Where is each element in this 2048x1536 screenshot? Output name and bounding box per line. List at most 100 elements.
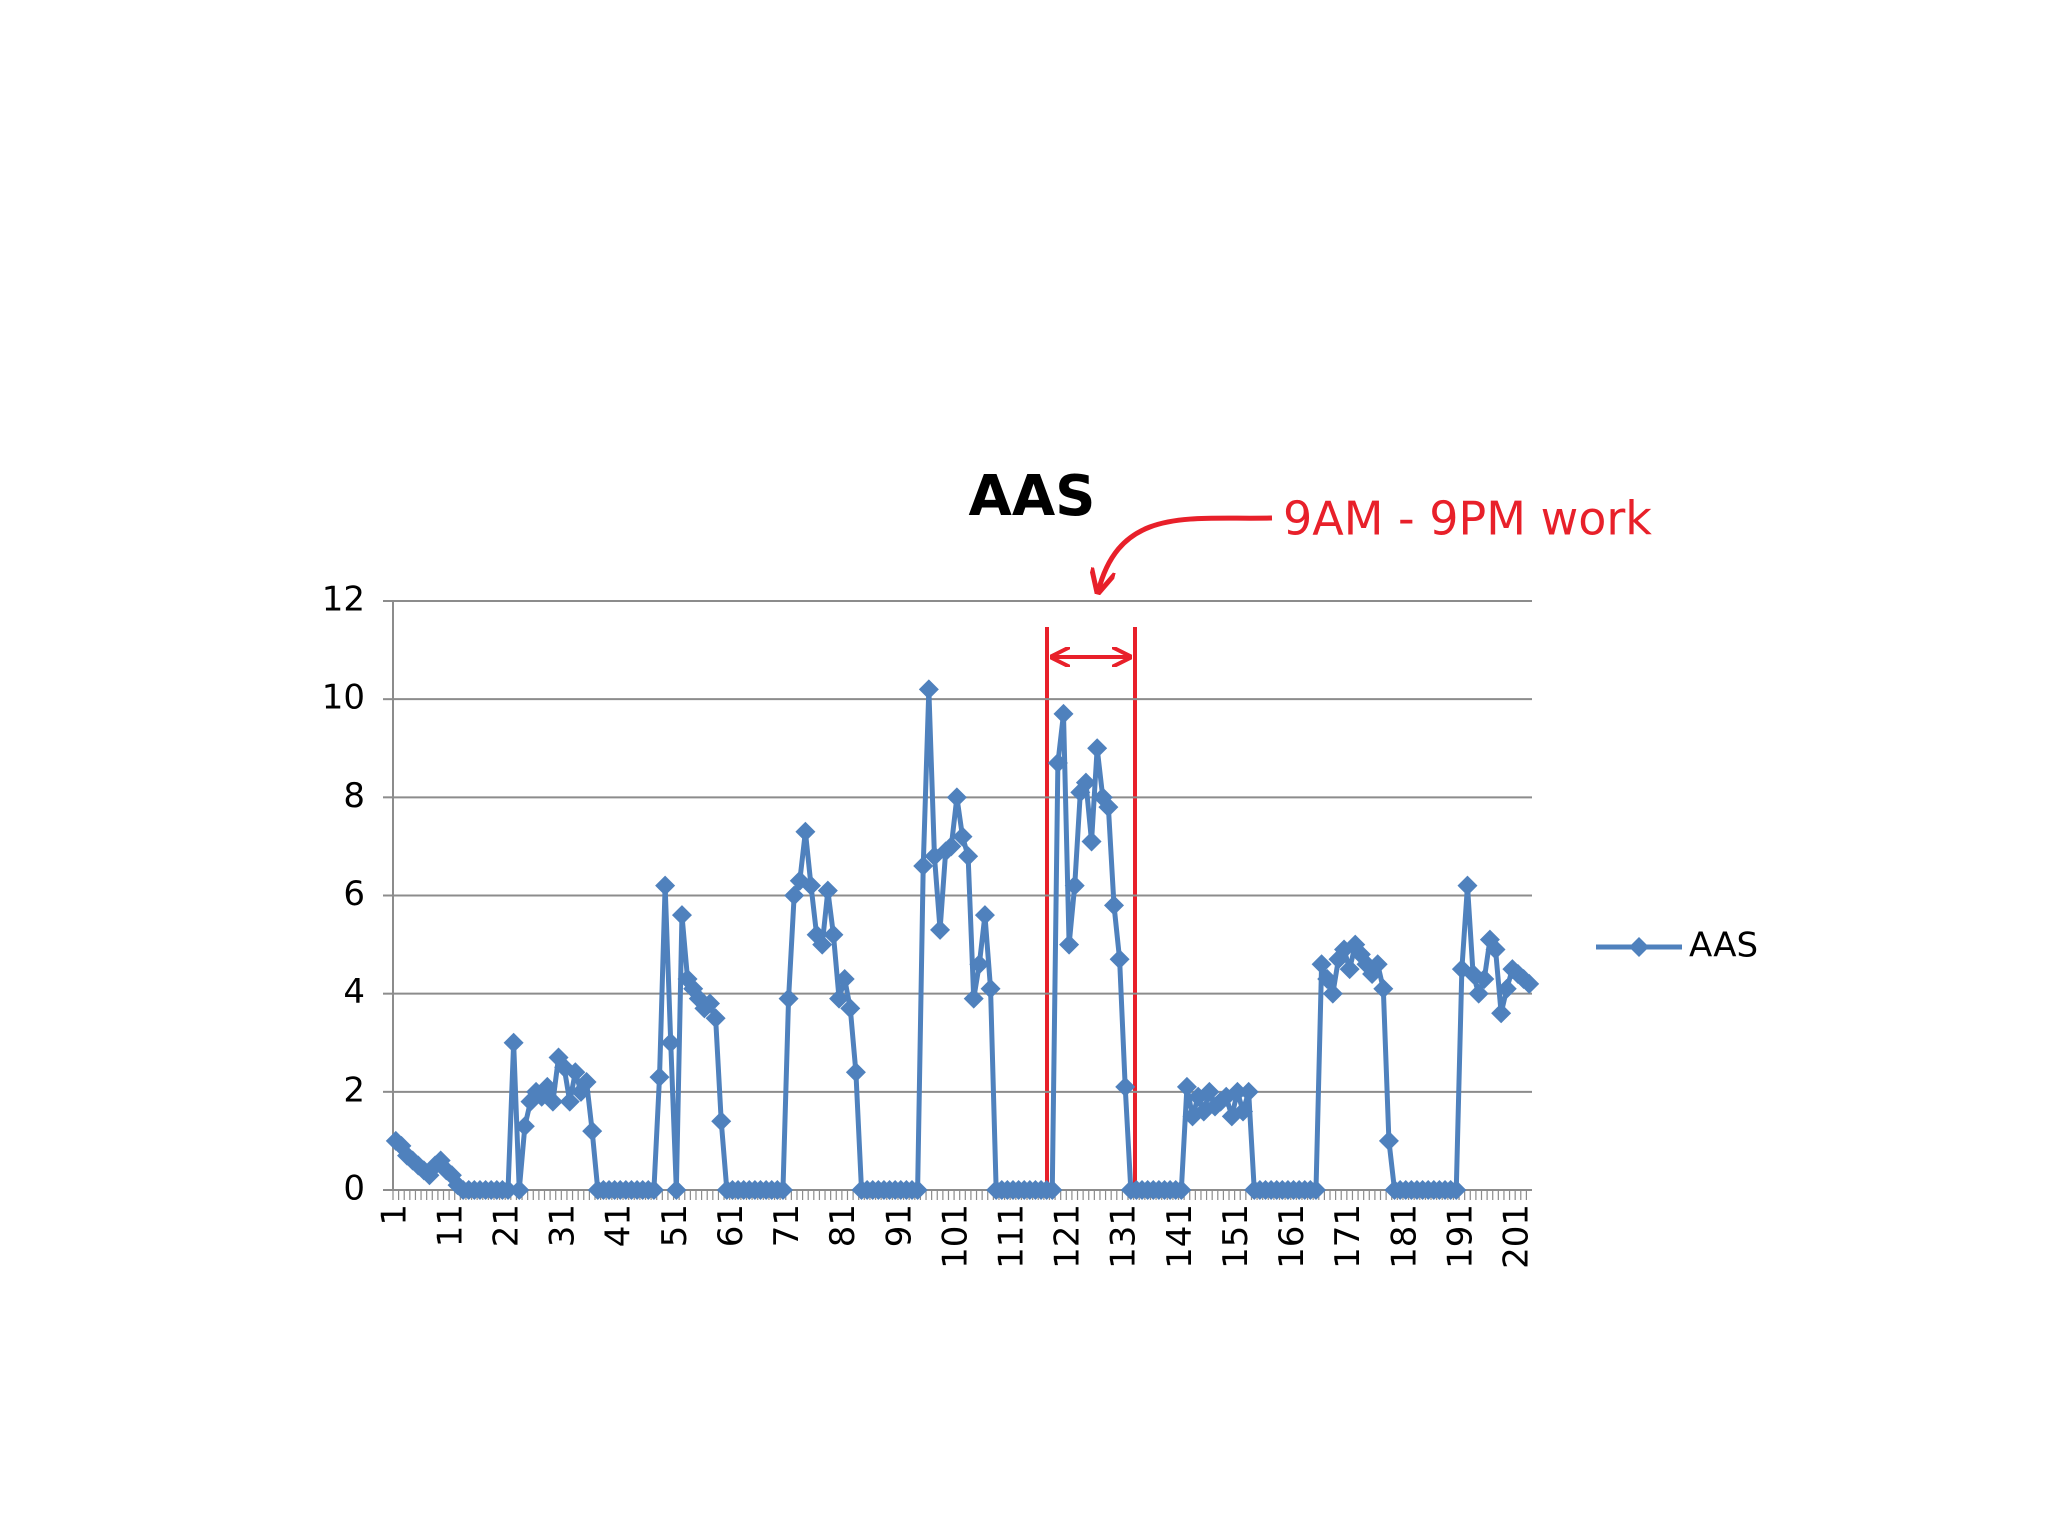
y-tick-label: 2 bbox=[343, 1070, 365, 1110]
marker bbox=[1367, 954, 1388, 975]
marker bbox=[1446, 1180, 1467, 1200]
marker bbox=[1087, 738, 1108, 759]
marker bbox=[509, 1180, 530, 1200]
annotation-arrow bbox=[1098, 515, 1273, 592]
marker bbox=[666, 1180, 687, 1200]
marker bbox=[907, 1180, 928, 1200]
x-tick-label: 151 bbox=[1216, 1204, 1256, 1269]
marker bbox=[778, 988, 799, 1009]
marker bbox=[969, 954, 990, 975]
marker bbox=[1485, 939, 1506, 960]
marker bbox=[503, 1032, 524, 1053]
x-tick-label: 141 bbox=[1160, 1204, 1200, 1269]
marker bbox=[829, 988, 850, 1009]
x-tick-label: 191 bbox=[1440, 1204, 1480, 1269]
marker bbox=[1042, 1180, 1063, 1200]
marker bbox=[559, 1091, 580, 1112]
marker bbox=[1468, 983, 1489, 1004]
marker bbox=[1339, 959, 1360, 980]
marker bbox=[1474, 968, 1495, 989]
marker bbox=[576, 1072, 597, 1093]
marker bbox=[834, 968, 855, 989]
marker bbox=[946, 787, 967, 808]
x-tick-label: 61 bbox=[711, 1204, 751, 1247]
marker bbox=[1199, 1081, 1220, 1102]
x-tick-label: 101 bbox=[935, 1204, 975, 1269]
marker bbox=[1238, 1081, 1259, 1102]
marker bbox=[1109, 949, 1130, 970]
marker bbox=[772, 1180, 793, 1200]
marker bbox=[537, 1076, 558, 1097]
marker bbox=[700, 993, 721, 1014]
marker bbox=[565, 1062, 586, 1083]
marker bbox=[958, 846, 979, 867]
marker bbox=[582, 1121, 603, 1142]
marker bbox=[1378, 1130, 1399, 1151]
x-tick-label: 201 bbox=[1496, 1204, 1536, 1269]
marker bbox=[1519, 973, 1540, 994]
marker bbox=[1064, 875, 1085, 896]
x-tick-label: 71 bbox=[767, 1204, 807, 1247]
marker bbox=[1047, 752, 1068, 773]
marker bbox=[1103, 895, 1124, 916]
y-tick-label: 12 bbox=[322, 580, 365, 620]
marker bbox=[705, 1008, 726, 1029]
marker bbox=[784, 885, 805, 906]
marker bbox=[643, 1180, 664, 1200]
marker bbox=[817, 880, 838, 901]
y-tick-label: 8 bbox=[343, 776, 365, 816]
marker bbox=[660, 1032, 681, 1053]
x-tick-label: 91 bbox=[879, 1204, 919, 1247]
marker bbox=[1373, 978, 1394, 999]
legend-marker bbox=[1629, 937, 1649, 957]
marker bbox=[1305, 1180, 1326, 1200]
marker bbox=[514, 1116, 535, 1137]
marker bbox=[1233, 1101, 1254, 1122]
marker bbox=[1227, 1081, 1248, 1102]
x-tick-label: 161 bbox=[1272, 1204, 1312, 1269]
chart-title: AAS bbox=[968, 464, 1095, 529]
x-tick-label: 21 bbox=[487, 1204, 527, 1247]
marker bbox=[1059, 934, 1080, 955]
x-tick-label: 41 bbox=[599, 1204, 639, 1247]
y-tick-label: 6 bbox=[343, 874, 365, 914]
x-tick-label: 181 bbox=[1384, 1204, 1424, 1269]
x-tick-label: 31 bbox=[543, 1204, 583, 1247]
marker bbox=[1098, 797, 1119, 818]
marker bbox=[1075, 772, 1096, 793]
x-tick-label: 111 bbox=[991, 1204, 1031, 1269]
x-tick-label: 81 bbox=[823, 1204, 863, 1247]
marker bbox=[963, 988, 984, 1009]
marker bbox=[918, 679, 939, 700]
marker bbox=[711, 1111, 732, 1132]
y-tick-label: 10 bbox=[322, 678, 365, 718]
marker bbox=[1053, 703, 1074, 724]
marker bbox=[1322, 983, 1343, 1004]
marker bbox=[801, 875, 822, 896]
marker bbox=[941, 836, 962, 857]
marker bbox=[671, 905, 692, 926]
marker bbox=[1081, 831, 1102, 852]
marker bbox=[930, 919, 951, 940]
marker bbox=[974, 905, 995, 926]
marker bbox=[823, 924, 844, 945]
marker bbox=[542, 1091, 563, 1112]
x-tick-label: 121 bbox=[1048, 1204, 1088, 1269]
marker bbox=[1496, 978, 1517, 999]
marker bbox=[649, 1067, 670, 1088]
x-tick-label: 51 bbox=[655, 1204, 695, 1247]
y-tick-label: 0 bbox=[343, 1169, 365, 1209]
marker bbox=[498, 1180, 519, 1200]
x-tick-label: 131 bbox=[1104, 1204, 1144, 1269]
annotation: 9AM - 9PM work bbox=[1283, 492, 1652, 546]
marker bbox=[812, 934, 833, 955]
x-tick-label: 1 bbox=[374, 1204, 414, 1226]
marker bbox=[1176, 1076, 1197, 1097]
marker bbox=[1491, 1003, 1512, 1024]
legend-label: AAS bbox=[1689, 926, 1758, 966]
marker bbox=[1115, 1076, 1136, 1097]
x-tick-label: 171 bbox=[1328, 1204, 1368, 1269]
marker bbox=[795, 821, 816, 842]
